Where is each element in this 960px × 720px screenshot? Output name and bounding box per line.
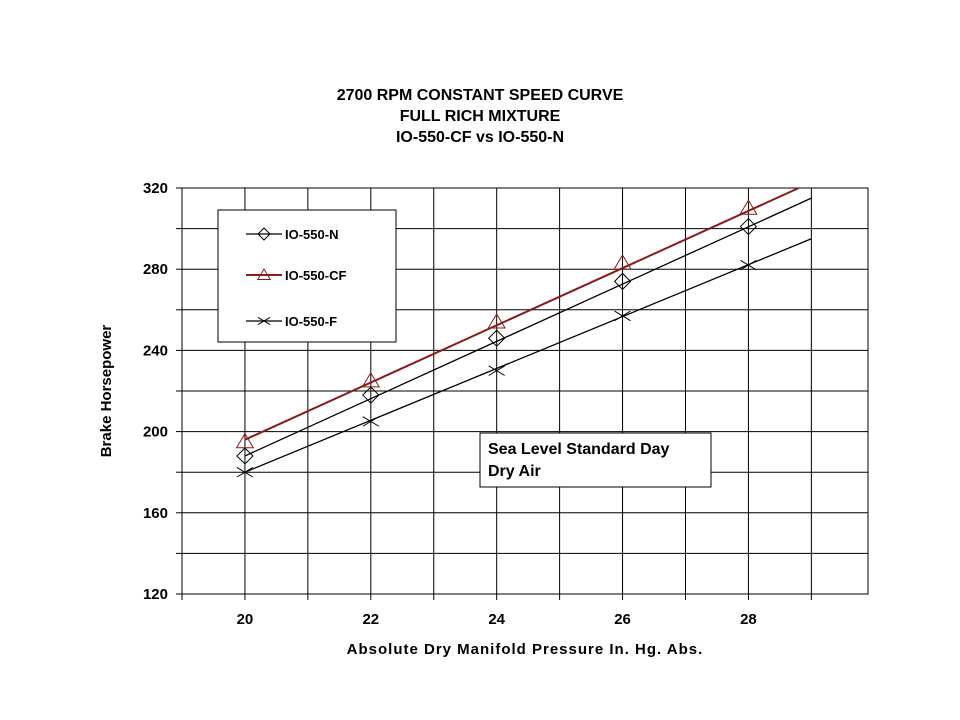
legend-marker-io-550-f <box>257 316 271 326</box>
legend-entry-io-550-f: IO-550-F <box>246 314 337 329</box>
y-tick-label: 200 <box>143 424 168 441</box>
chart-title-line-3: IO-550-CF vs IO-550-N <box>396 129 564 146</box>
data-point-io-550-cf <box>613 254 632 270</box>
data-point-io-550-f <box>740 259 757 271</box>
data-point-io-550-f <box>236 466 254 478</box>
annotation-box: Sea Level Standard Day Dry Air <box>479 432 712 488</box>
legend-marker-io-550-n <box>257 227 271 241</box>
annotation-line-2: Dry Air <box>488 463 541 480</box>
data-point-io-550-n <box>613 272 632 291</box>
series-line-io-550-n <box>244 197 812 457</box>
x-tick-label: 20 <box>237 611 254 628</box>
y-tick-label: 120 <box>143 586 168 603</box>
data-point-io-550-cf <box>739 199 758 215</box>
legend-label: IO-550-CF <box>285 268 346 283</box>
series-io-550-f <box>236 238 812 478</box>
legend-entry-io-550-n: IO-550-N <box>246 227 338 242</box>
y-axis-label: Brake Horsepower <box>98 325 115 458</box>
data-point-io-550-n <box>236 447 254 465</box>
data-point-io-550-f <box>614 310 631 322</box>
x-axis-label: Absolute Dry Manifold Pressure In. Hg. A… <box>347 641 704 658</box>
data-point-io-550-n <box>487 329 506 347</box>
data-point-io-550-cf <box>361 371 381 388</box>
series-io-550-n <box>236 197 812 465</box>
y-tick-label: 240 <box>143 342 168 359</box>
data-point-io-550-f <box>362 416 380 427</box>
series-line-io-550-f <box>244 238 812 473</box>
y-tick-label: 160 <box>143 505 168 522</box>
annotation-line-1: Sea Level Standard Day <box>488 441 670 458</box>
series-line-io-550-cf <box>244 187 800 441</box>
legend-entry-io-550-cf: IO-550-CF <box>246 268 346 283</box>
annotation-frame <box>479 432 712 488</box>
axis-ticks: 20 22 24 26 28 120 160 200 240 280 320 <box>143 180 812 628</box>
x-tick-label: 22 <box>362 611 379 628</box>
series-io-550-cf <box>235 187 800 449</box>
data-point-io-550-f <box>488 365 505 376</box>
data-point-io-550-cf <box>487 313 506 329</box>
chart-title-line-2: FULL RICH MIXTURE <box>400 108 561 125</box>
data-point-io-550-cf <box>235 432 255 449</box>
legend-label: IO-550-N <box>285 227 338 242</box>
chart-title-line-1: 2700 RPM CONSTANT SPEED CURVE <box>337 87 624 104</box>
data-point-io-550-n <box>739 217 758 236</box>
series <box>235 187 812 478</box>
data-point-io-550-n <box>362 386 380 404</box>
legend: IO-550-N IO-550-CF IO-550-F <box>217 209 397 343</box>
legend-marker-io-550-cf <box>256 268 272 280</box>
x-tick-label: 28 <box>740 611 757 628</box>
x-tick-label: 26 <box>614 611 631 628</box>
y-tick-label: 320 <box>143 180 168 197</box>
y-tick-label: 280 <box>143 261 168 278</box>
x-tick-label: 24 <box>488 611 505 628</box>
legend-label: IO-550-F <box>285 314 337 329</box>
